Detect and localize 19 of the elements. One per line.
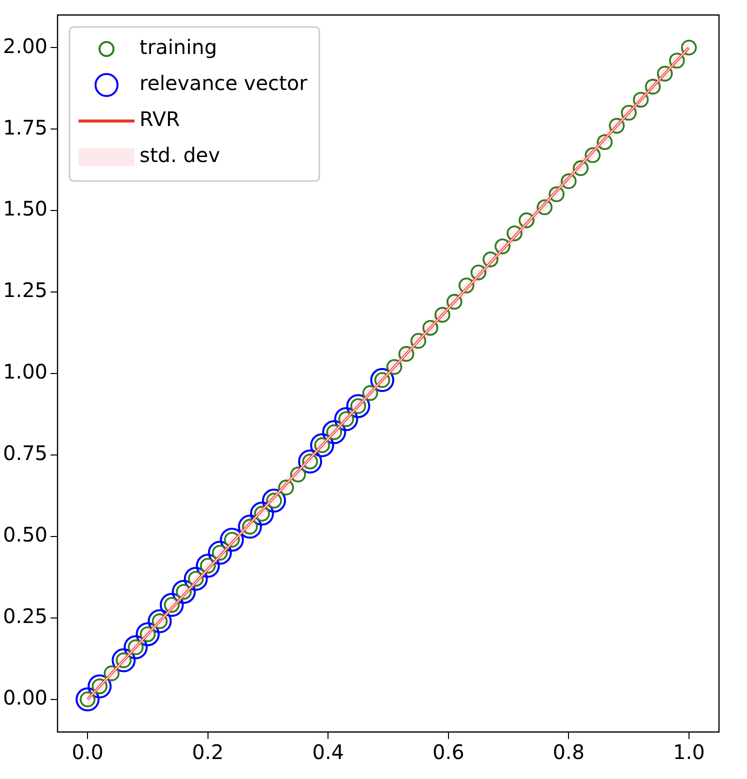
x-tick-label: 0.2 bbox=[192, 740, 224, 764]
y-tick-label: 1.75 bbox=[3, 115, 48, 140]
x-tick-label: 0.4 bbox=[312, 740, 344, 764]
y-tick-label: 0.50 bbox=[3, 522, 48, 547]
legend-label: RVR bbox=[140, 107, 180, 132]
y-tick-label: 1.25 bbox=[3, 278, 48, 302]
legend-label: relevance vector bbox=[140, 71, 308, 96]
y-tick-label: 0.00 bbox=[3, 686, 48, 710]
y-tick-label: 1.00 bbox=[3, 360, 48, 384]
y-tick-label: 0.25 bbox=[3, 604, 48, 628]
x-tick-label: 0.0 bbox=[72, 740, 104, 764]
y-tick-label: 0.75 bbox=[3, 441, 48, 466]
legend-label: std. dev bbox=[140, 143, 220, 168]
y-tick-label: 1.50 bbox=[3, 196, 48, 221]
x-tick-label: 1.0 bbox=[673, 740, 705, 764]
y-tick-label: 2.00 bbox=[3, 34, 48, 58]
x-tick-label: 0.8 bbox=[552, 740, 585, 764]
x-tick-label: 0.6 bbox=[432, 740, 464, 764]
legend-label: training bbox=[140, 35, 218, 60]
